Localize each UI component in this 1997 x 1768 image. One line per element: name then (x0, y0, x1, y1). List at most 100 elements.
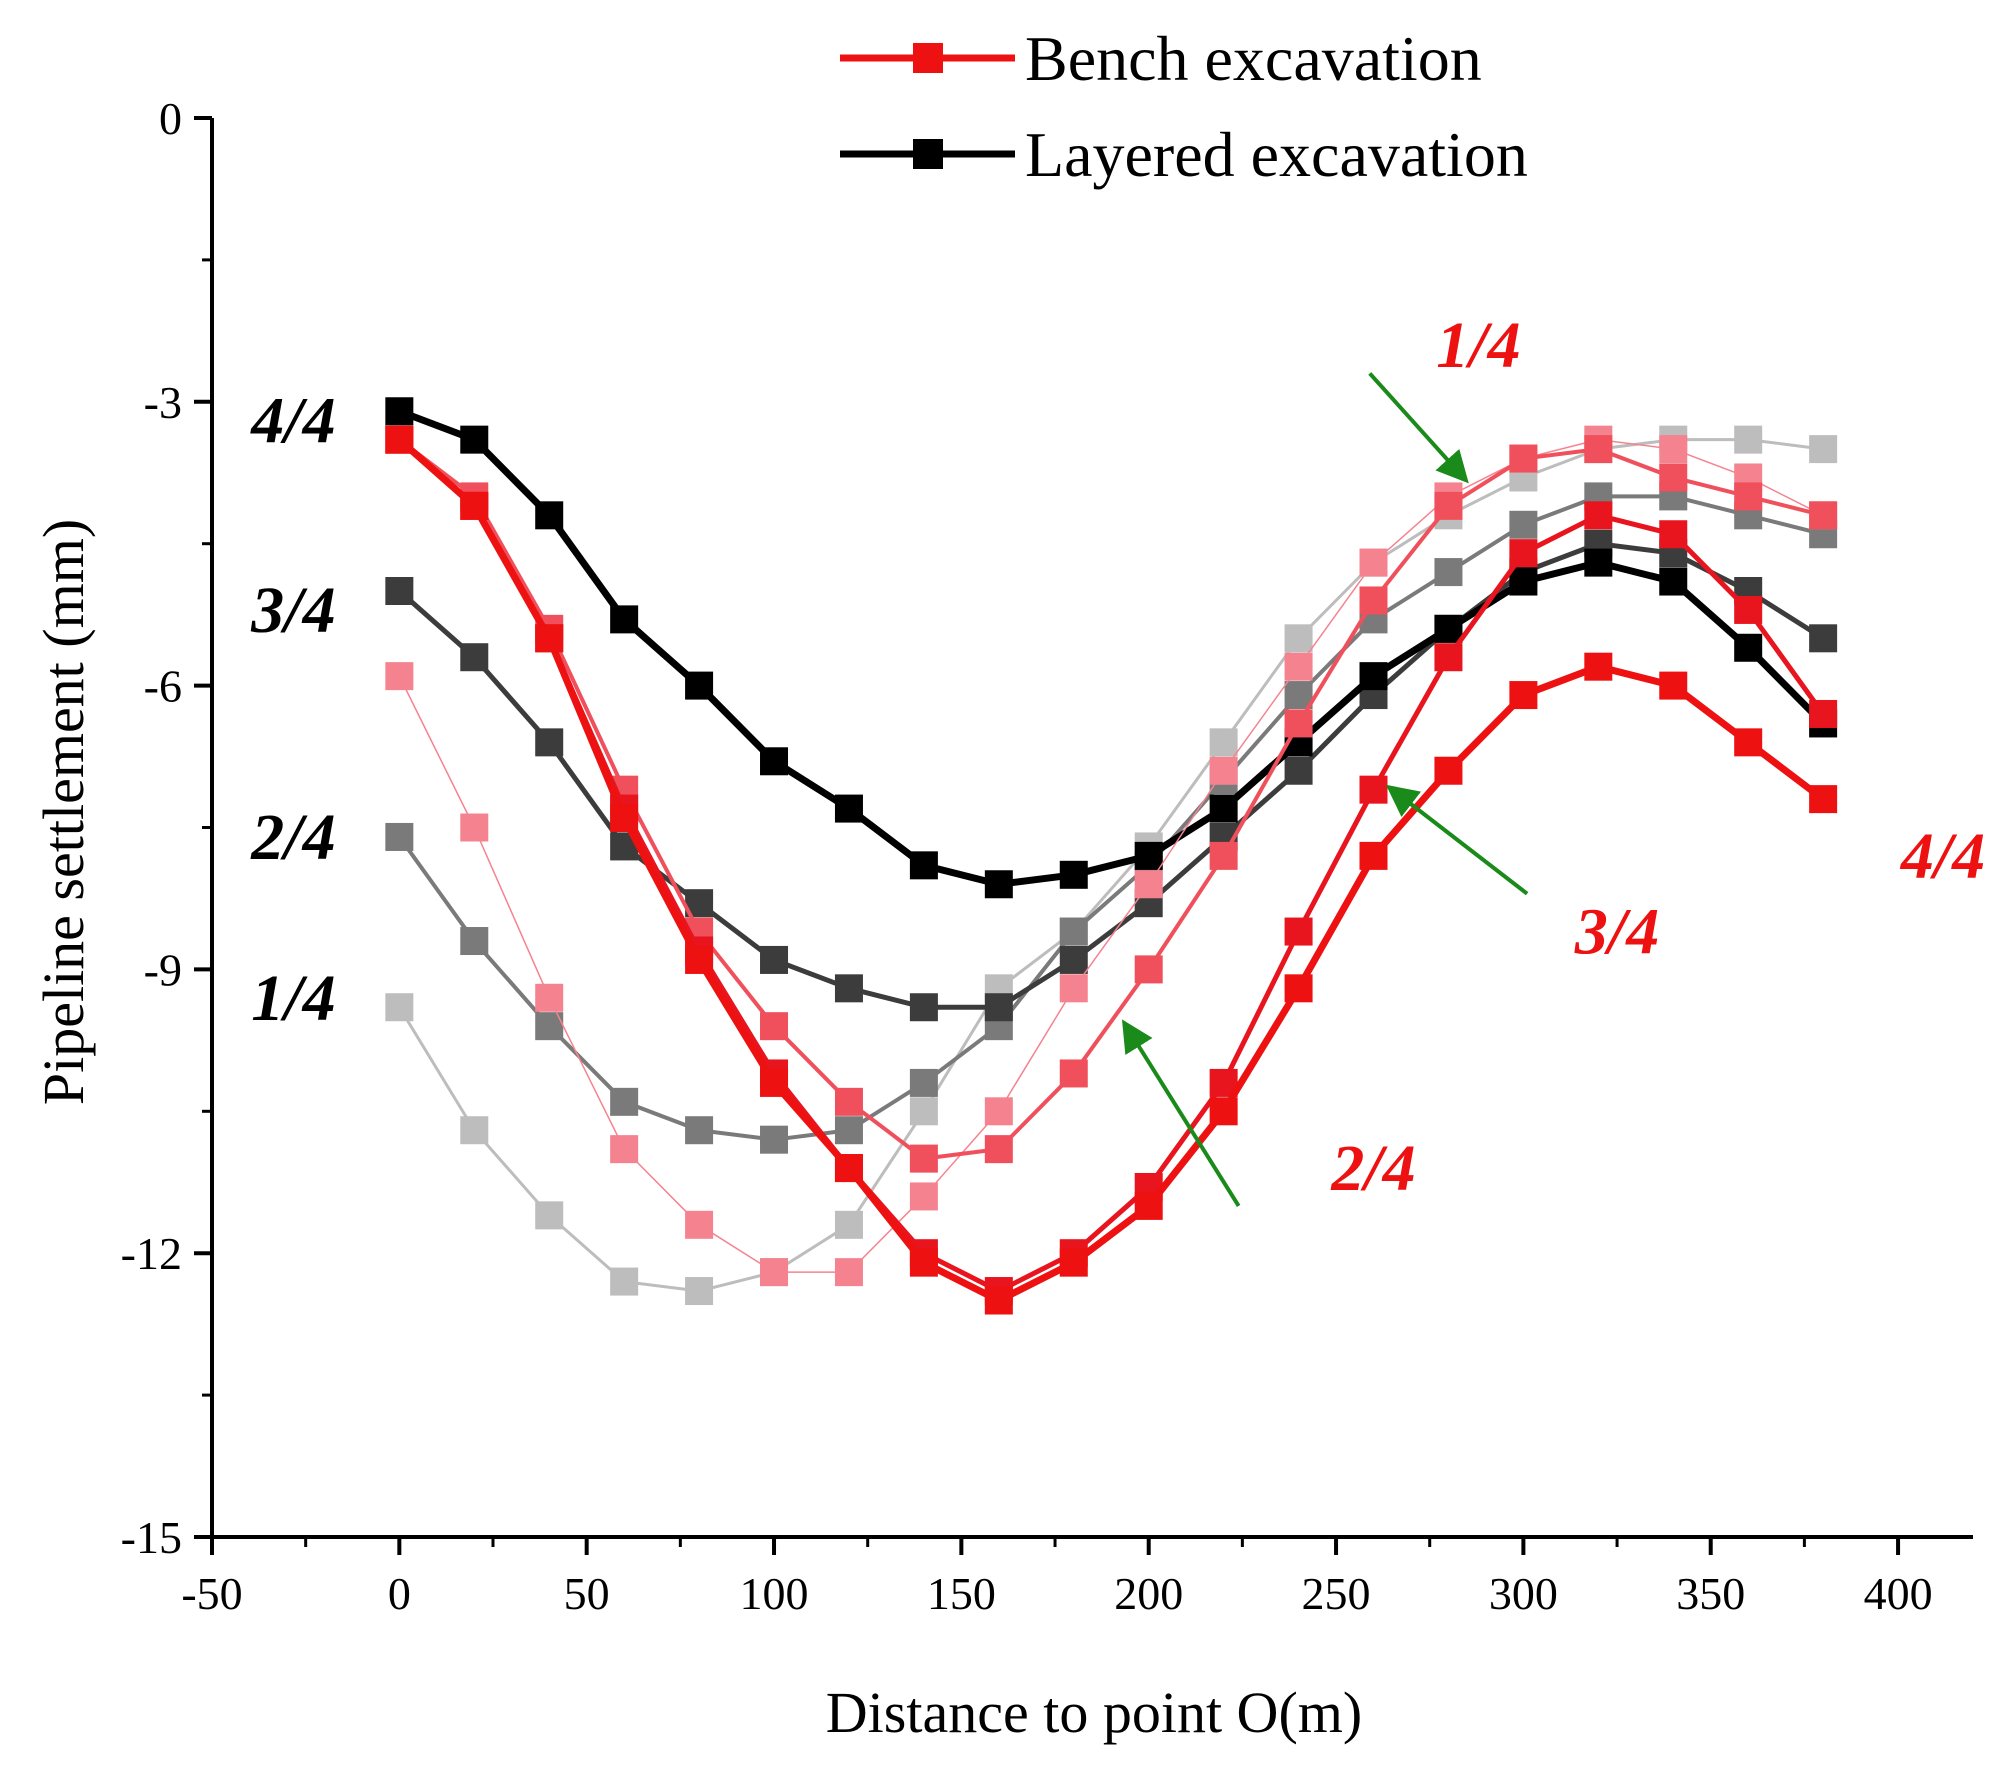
legend-swatch-marker (913, 139, 943, 169)
bench-stage-label: 1/4 (1436, 309, 1520, 382)
data-point (834, 1116, 863, 1145)
data-point (1734, 595, 1763, 624)
x-tick-label: 350 (1676, 1568, 1745, 1619)
data-point (760, 1125, 789, 1154)
data-point (1734, 482, 1763, 511)
data-point (460, 1116, 489, 1145)
data-point (909, 1182, 938, 1211)
axes-layer: -50 0 50 100 150 200 250 300 350 400 0 -3 -6 -9 -12 -15 (121, 93, 1973, 1619)
data-point (1284, 709, 1313, 738)
data-point (685, 1210, 714, 1239)
data-point (760, 747, 789, 776)
data-point (909, 1144, 938, 1173)
data-point (385, 425, 414, 454)
data-point (535, 728, 564, 757)
data-point (1359, 586, 1388, 615)
data-point (1434, 643, 1463, 672)
layered-stage-label: 2/4 (250, 801, 335, 874)
data-point (984, 1286, 1013, 1315)
data-point (760, 1012, 789, 1041)
x-tick-label: -50 (181, 1568, 242, 1619)
data-point (1584, 548, 1613, 577)
data-point (1509, 567, 1538, 596)
data-point (1659, 520, 1688, 549)
data-point (1059, 1059, 1088, 1088)
data-point (460, 643, 489, 672)
annotation-arrow (1368, 372, 1469, 484)
data-point (834, 974, 863, 1003)
x-axis-title: Distance to point O(m) (826, 1680, 1362, 1745)
bench-stage-label: 2/4 (1330, 1132, 1415, 1205)
series-bench-4-4 (385, 425, 1838, 1315)
data-point (1134, 870, 1163, 899)
data-point (1509, 681, 1538, 710)
data-point (535, 983, 564, 1012)
y-tick-label: -9 (144, 944, 182, 995)
data-point (385, 822, 414, 851)
legend-swatch-marker (913, 43, 943, 73)
data-point (1809, 785, 1838, 814)
data-point (535, 624, 564, 653)
legend-label: Bench excavation (1025, 23, 1482, 94)
data-point (1809, 501, 1838, 530)
data-point (1734, 633, 1763, 662)
data-point (1059, 917, 1088, 946)
data-point (1059, 974, 1088, 1003)
data-point (1584, 435, 1613, 464)
data-point (1359, 775, 1388, 804)
data-point (1434, 614, 1463, 643)
data-point (834, 1210, 863, 1239)
data-point (1284, 917, 1313, 946)
data-point (760, 945, 789, 974)
series-bench-1-4 (385, 425, 1838, 1287)
data-point (1509, 444, 1538, 473)
x-tick-label: 50 (564, 1568, 610, 1619)
bench-stage-label: 4/4 (1899, 820, 1985, 893)
data-point (610, 1135, 639, 1164)
data-point (909, 993, 938, 1022)
data-point (460, 491, 489, 520)
x-tick-label: 200 (1114, 1568, 1183, 1619)
data-point (834, 1154, 863, 1183)
y-axis-title: Pipeline settlement (mm) (31, 519, 96, 1105)
data-point (1809, 624, 1838, 653)
data-point (610, 804, 639, 833)
data-point (1209, 756, 1238, 785)
data-point (834, 1258, 863, 1287)
data-point (1359, 548, 1388, 577)
data-point (1509, 510, 1538, 539)
data-point (1434, 558, 1463, 587)
series-bench-2-4 (385, 425, 1838, 1173)
data-point (385, 662, 414, 691)
data-point (984, 870, 1013, 899)
data-point (535, 501, 564, 530)
data-point (1059, 945, 1088, 974)
annotation-arrow (1385, 784, 1529, 896)
data-point (610, 1267, 639, 1296)
legend-label: Layered excavation (1025, 119, 1528, 190)
data-point (1659, 435, 1688, 464)
y-tick-label: -6 (144, 661, 182, 712)
data-point (1734, 728, 1763, 757)
data-point (909, 1097, 938, 1126)
data-point (984, 1097, 1013, 1126)
data-point (1659, 463, 1688, 492)
data-point (1209, 1097, 1238, 1126)
data-point (1284, 974, 1313, 1003)
data-point (610, 605, 639, 634)
layered-stage-label: 3/4 (250, 574, 335, 647)
data-point (1134, 1191, 1163, 1220)
series-layered-4-4 (385, 397, 1838, 899)
data-point (1584, 501, 1613, 530)
data-point (1059, 860, 1088, 889)
data-point (1434, 491, 1463, 520)
data-point (1284, 756, 1313, 785)
data-point (685, 945, 714, 974)
data-point (1209, 794, 1238, 823)
data-point (760, 1258, 789, 1287)
data-point (385, 577, 414, 605)
data-point (1209, 841, 1238, 870)
data-point (909, 1068, 938, 1097)
data-point (460, 425, 489, 454)
